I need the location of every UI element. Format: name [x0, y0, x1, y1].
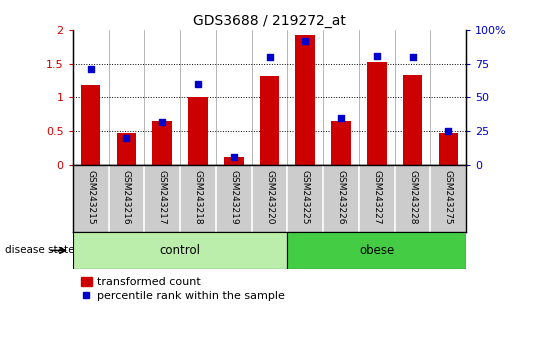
Text: disease state: disease state	[5, 245, 75, 256]
Text: GSM243226: GSM243226	[336, 170, 345, 224]
Text: GSM243220: GSM243220	[265, 170, 274, 224]
Bar	[81, 85, 100, 165]
Text: obese: obese	[359, 244, 395, 257]
Text: GSM243225: GSM243225	[301, 170, 310, 224]
Point	[86, 66, 95, 72]
Point	[122, 135, 131, 141]
Point	[158, 119, 167, 124]
Bar	[153, 121, 172, 165]
Text: GSM243219: GSM243219	[229, 170, 238, 225]
Point	[444, 128, 453, 134]
Text: GSM243215: GSM243215	[86, 170, 95, 225]
Point	[301, 38, 309, 44]
Point	[372, 53, 381, 58]
Text: GSM243218: GSM243218	[194, 170, 203, 225]
Point	[230, 154, 238, 159]
Bar	[331, 121, 351, 165]
Bar	[439, 133, 458, 165]
Text: GSM243217: GSM243217	[158, 170, 167, 225]
Text: control: control	[160, 244, 201, 257]
Bar	[287, 232, 466, 269]
Point	[337, 115, 345, 120]
Point	[265, 54, 274, 60]
Legend: transformed count, percentile rank within the sample: transformed count, percentile rank withi…	[78, 275, 287, 303]
Bar	[403, 75, 423, 165]
Bar	[260, 76, 279, 165]
Bar	[116, 133, 136, 165]
Bar	[188, 97, 208, 165]
Text: GSM243275: GSM243275	[444, 170, 453, 225]
Point	[194, 81, 202, 87]
Bar	[224, 156, 244, 165]
Text: GSM243228: GSM243228	[408, 170, 417, 224]
Text: GSM243227: GSM243227	[372, 170, 381, 224]
Bar	[367, 62, 386, 165]
Point	[408, 54, 417, 60]
Bar	[295, 35, 315, 165]
Text: GSM243216: GSM243216	[122, 170, 131, 225]
Bar	[73, 232, 287, 269]
Title: GDS3688 / 219272_at: GDS3688 / 219272_at	[193, 14, 346, 28]
